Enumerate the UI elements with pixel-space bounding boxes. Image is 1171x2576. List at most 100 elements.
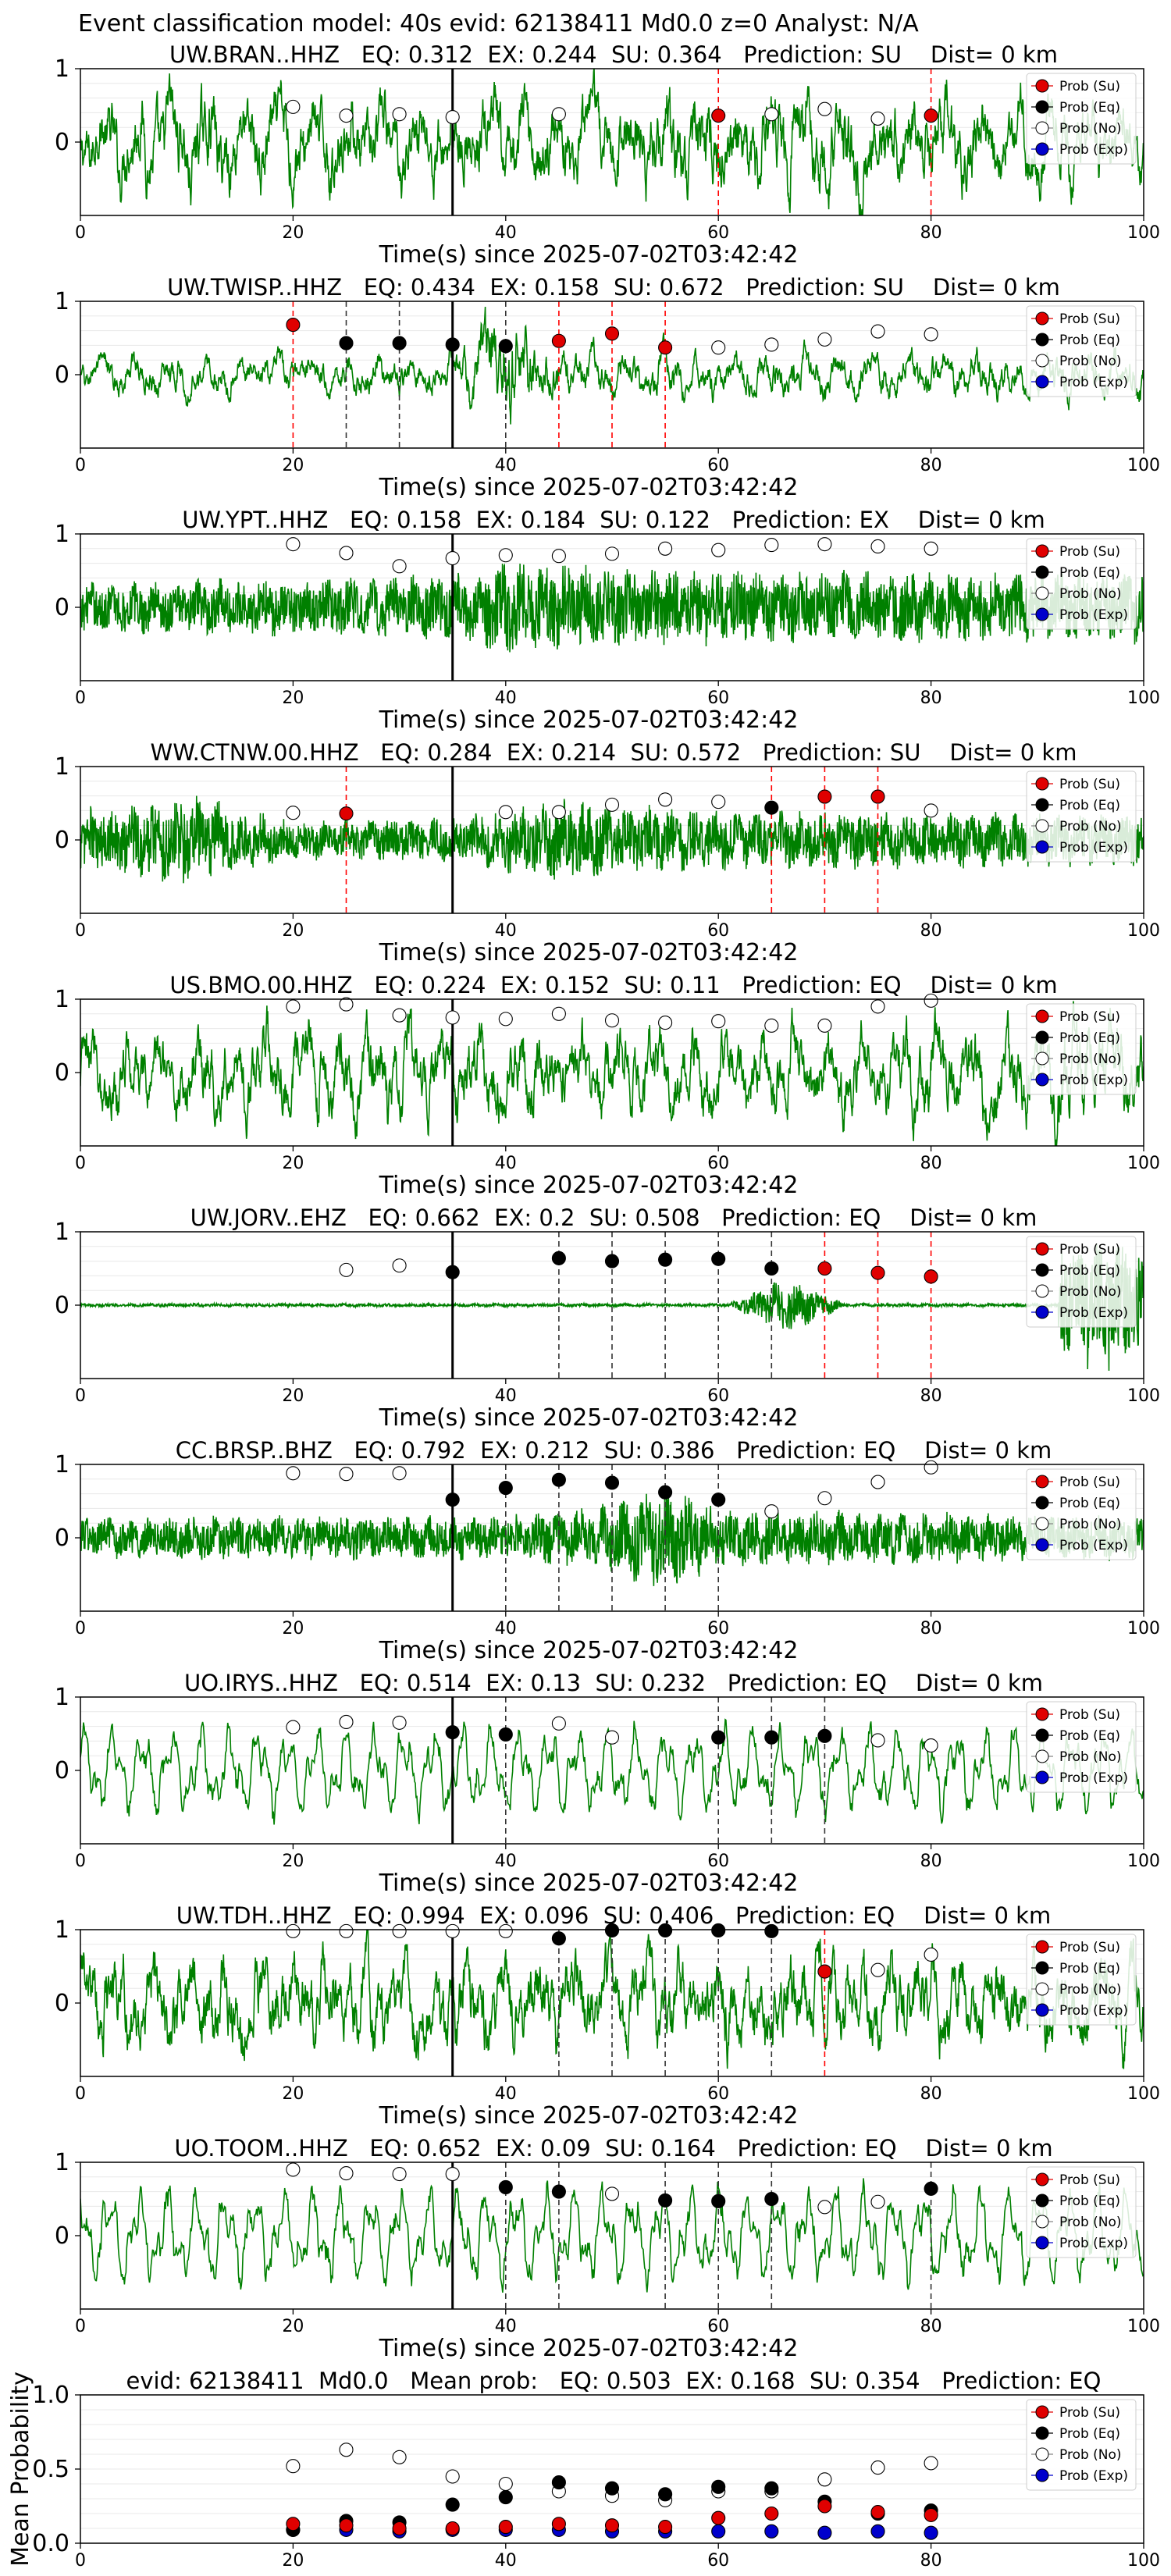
- legend-label: Prob (Eq): [1059, 2194, 1120, 2209]
- prob-no-point: [392, 1466, 407, 1481]
- legend-marker: [1035, 1961, 1049, 1975]
- waveform-trace: [80, 69, 1144, 215]
- legend-label: Prob (Exp): [1059, 607, 1128, 623]
- x-tick-label: 60: [707, 456, 729, 475]
- prob-no-point: [924, 1947, 938, 1962]
- y-tick-label: 1.0: [32, 2382, 69, 2409]
- station-panel: 0 20 40 60 80 100 0 1 UW.TWISP..HHZ EQ: 0.434 EX…: [55, 274, 1160, 501]
- legend-label: Prob (Eq): [1059, 1263, 1120, 1279]
- x-tick-label: 100: [1127, 1154, 1160, 1173]
- prob-eq-point: [658, 1485, 673, 1500]
- legend-marker: [1035, 1051, 1049, 1066]
- station-panel: 0 20 40 60 80 100 0 1 CC.BRSP..BHZ EQ: 0.792 EX:…: [55, 1437, 1160, 1664]
- prob-no-point: [286, 999, 301, 1014]
- prob-eq-point: [711, 2479, 726, 2494]
- x-tick-label: 100: [1127, 2084, 1160, 2104]
- legend-box: [1026, 1701, 1137, 1793]
- prob-no-point: [339, 1467, 354, 1482]
- prob-su-point: [604, 326, 620, 341]
- x-tick-label: 60: [707, 1852, 729, 1871]
- y-tick-label: 1: [55, 986, 69, 1013]
- legend-box: [1026, 538, 1137, 630]
- prob-no-point: [924, 993, 938, 1008]
- x-axis-label: Time(s) since 2025-07-02T03:42:42: [379, 2335, 799, 2362]
- legend-marker: [1035, 1982, 1049, 1996]
- x-tick-label: 100: [1127, 2551, 1160, 2571]
- x-tick-label: 40: [495, 2317, 517, 2336]
- legend-label: Prob (No): [1059, 2215, 1122, 2230]
- x-tick-label: 0: [75, 2551, 86, 2571]
- x-tick-label: 0: [75, 1386, 86, 1406]
- x-tick-label: 100: [1127, 1386, 1160, 1406]
- x-tick-label: 100: [1127, 921, 1160, 941]
- legend-marker: [1035, 79, 1049, 93]
- prob-no-point: [339, 997, 354, 1012]
- legend-marker: [1035, 819, 1049, 833]
- prob-no-point: [392, 1923, 407, 1938]
- mean-probability-panel: 0 20 40 60 80 100 0.0 0.5 1.0 evid: 62138411 Md0.…: [7, 2368, 1160, 2571]
- prob-eq-point: [711, 1251, 726, 1266]
- legend-box: [1026, 73, 1137, 165]
- prob-su-point: [870, 789, 885, 804]
- x-tick-label: 0: [75, 921, 86, 941]
- x-axis-label: Time(s) since 2025-07-02T03:42:42: [379, 706, 799, 734]
- prob-eq-point: [445, 1493, 460, 1507]
- legend-label: Prob (Eq): [1059, 1496, 1120, 1511]
- prob-eq-point: [764, 1923, 779, 1938]
- legend-label: Prob (Exp): [1059, 2003, 1128, 2019]
- legend-marker: [1035, 1030, 1049, 1044]
- prob-no-point: [286, 1923, 301, 1938]
- x-tick-label: 0: [75, 456, 86, 475]
- legend-marker: [1035, 2405, 1049, 2419]
- x-tick-label: 80: [920, 223, 942, 243]
- legend-label: Prob (Exp): [1059, 2468, 1128, 2484]
- prob-eq-point: [498, 339, 513, 354]
- plot-area: [80, 767, 1144, 913]
- prob-no-point: [339, 546, 354, 560]
- legend-marker: [1035, 798, 1049, 812]
- panel-title: WW.CTNW.00.HHZ EQ: 0.284 EX: 0.214 SU: 0…: [151, 739, 1077, 766]
- y-tick-label: 0: [55, 1292, 69, 1319]
- legend-box: [1026, 1468, 1137, 1560]
- y-tick-label: 0: [55, 2222, 69, 2250]
- prob-no-point: [817, 101, 832, 116]
- x-tick-label: 80: [920, 456, 942, 475]
- prob-no-point: [870, 999, 885, 1014]
- prob-no-point: [551, 805, 566, 820]
- plot-area: [80, 1697, 1144, 1844]
- y-tick-label: 0: [55, 1990, 69, 2017]
- legend-box: [1026, 770, 1137, 863]
- legend-label: Prob (No): [1059, 2447, 1122, 2463]
- x-tick-label: 60: [707, 921, 729, 941]
- prob-su-point: [924, 1269, 938, 1284]
- legend-marker: [1035, 777, 1049, 791]
- x-tick-label: 80: [920, 1619, 942, 1638]
- x-tick-label: 100: [1127, 1619, 1160, 1638]
- y-tick-label: 1: [55, 521, 69, 548]
- prob-su-point: [498, 2520, 513, 2535]
- prob-no-point: [658, 1016, 673, 1030]
- legend-label: Prob (Exp): [1059, 142, 1128, 158]
- legend-marker: [1035, 1242, 1049, 1256]
- y-tick-label: 0: [55, 361, 69, 389]
- plot-area: [80, 1232, 1144, 1379]
- legend-marker: [1035, 142, 1049, 156]
- legend-marker: [1035, 2215, 1049, 2229]
- prob-no-point: [924, 327, 938, 342]
- waveform-trace: [80, 2178, 1144, 2293]
- prob-no-point: [445, 2469, 460, 2484]
- prob-exp-point: [924, 2525, 938, 2540]
- prob-eq-point: [445, 1725, 460, 1740]
- x-tick-label: 20: [282, 2317, 304, 2336]
- plot-area: [80, 2162, 1144, 2309]
- prob-eq-point: [924, 2181, 938, 2196]
- prob-no-point: [498, 2476, 513, 2492]
- prob-no-point: [711, 543, 726, 557]
- x-tick-label: 0: [75, 688, 86, 708]
- prob-eq-point: [551, 2184, 566, 2199]
- panel-title: UW.JORV..EHZ EQ: 0.662 EX: 0.2 SU: 0.508…: [190, 1204, 1038, 1231]
- x-tick-label: 20: [282, 2551, 304, 2571]
- prob-eq-point: [604, 1923, 620, 1937]
- prob-eq-point: [604, 1254, 620, 1268]
- prob-su-point: [551, 333, 566, 348]
